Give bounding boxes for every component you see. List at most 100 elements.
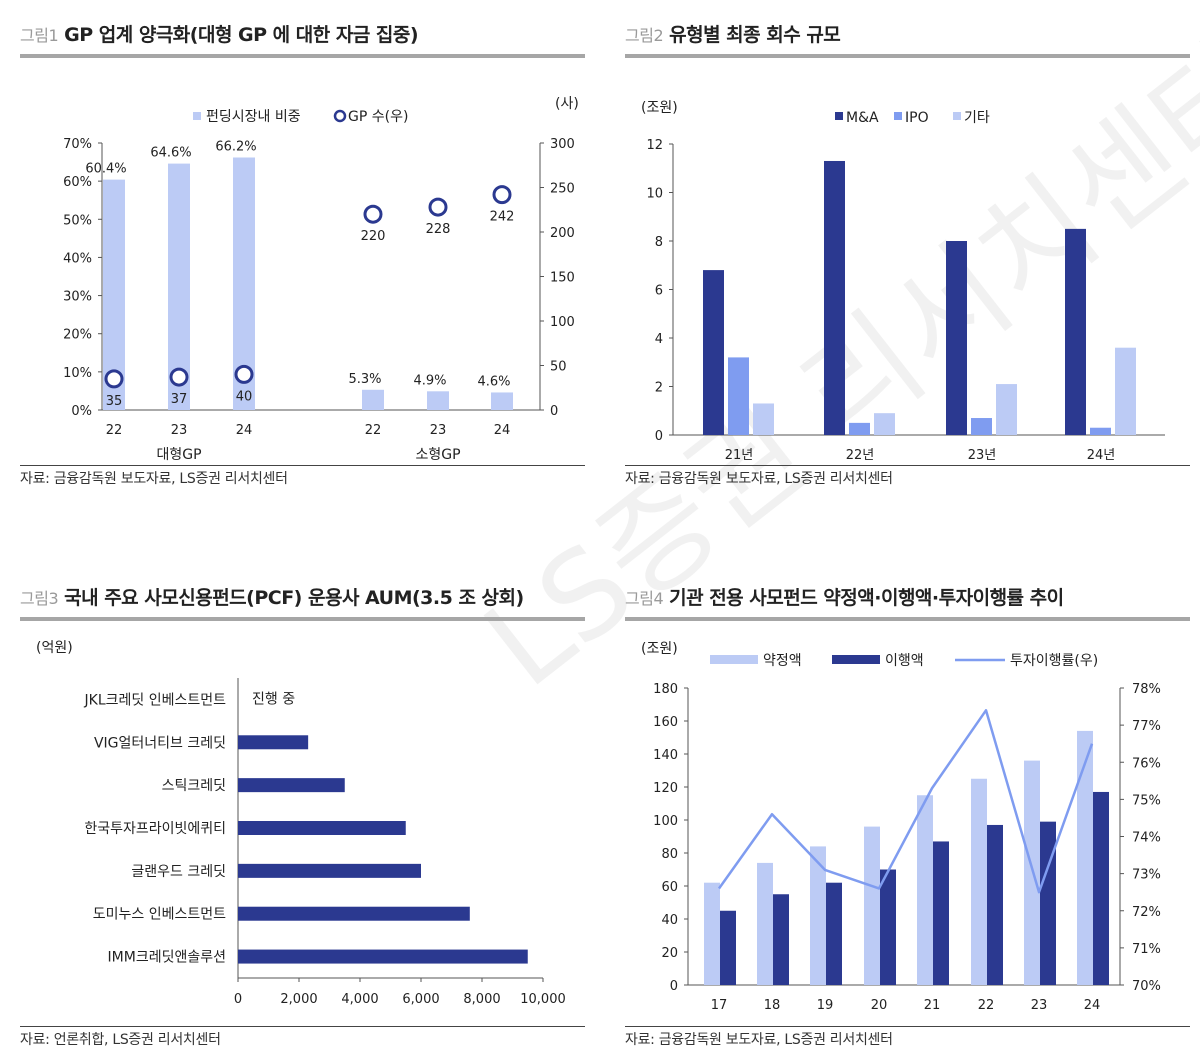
fig4-bar-commit — [917, 795, 933, 985]
fig2-bar-IPO — [971, 418, 992, 435]
fig3-bar — [238, 863, 421, 878]
fig1-bar-label: 5.3% — [348, 372, 381, 387]
fig4-x-tick-label: 17 — [711, 998, 728, 1013]
fig1-gp-label: 40 — [236, 389, 253, 404]
fig1-title-row: 그림1 GP 업계 양극화(대형 GP 에 대한 자금 집중) — [20, 20, 419, 47]
fig4-x-tick-label: 20 — [871, 998, 888, 1013]
fig4-legend-swatch-commit — [710, 655, 758, 664]
fig1-bar-label: 4.6% — [477, 374, 510, 389]
fig1-label: 그림1 — [20, 26, 59, 45]
fig3-x-tick-label: 6,000 — [402, 992, 439, 1007]
fig4-bar-exec — [773, 894, 789, 985]
fig1-right-tick-label: 150 — [550, 271, 575, 286]
fig1-left-tick-label: 70% — [63, 137, 92, 152]
fig2-source-rule — [625, 465, 1190, 466]
fig4-legend-label: 투자이행률(우) — [1010, 653, 1098, 669]
fig1-gp-label: 35 — [106, 394, 123, 409]
fig4-right-tick-label: 78% — [1132, 682, 1161, 697]
fig2-bar-IPO — [728, 357, 749, 435]
fig4-left-tick-label: 80 — [661, 847, 678, 862]
fig2-y-tick-label: 4 — [655, 332, 663, 347]
fig2-legend-swatch — [894, 112, 902, 120]
fig4-left-tick-label: 100 — [653, 814, 678, 829]
fig1-left-tick-label: 60% — [63, 175, 92, 190]
fig2-bar-M&A — [703, 270, 724, 435]
fig4-bar-exec — [933, 841, 949, 985]
figure-2: 그림2 유형별 최종 회수 규모 (조원) M&A IPO 기타 0 2 4 6 8 10 12 21년… — [625, 20, 1190, 500]
fig4-legend-label: 이행액 — [885, 653, 924, 669]
fig4-rate-line — [717, 709, 1094, 894]
fig1-gp-label: 37 — [171, 392, 188, 407]
fig4-bar-commit — [810, 846, 826, 985]
fig2-legend-label: 기타 — [964, 110, 990, 126]
fig1-legend-gp-swatch — [333, 109, 347, 123]
fig3-x-tick-label: 8,000 — [463, 992, 500, 1007]
fig2-y-tick-label: 2 — [655, 381, 663, 396]
figure-1: 그림1 GP 업계 양극화(대형 GP 에 대한 자금 집중) 펀딩시장내 비중 G… — [20, 20, 585, 500]
fig4-source-rule — [625, 1026, 1190, 1027]
fig2-legend-swatch — [953, 112, 961, 120]
fig4-bar-commit — [971, 778, 987, 985]
fig1-bar-label: 4.9% — [413, 373, 446, 388]
fig4-bar-exec — [1093, 791, 1109, 985]
figure-3: 그림3 국내 주요 사모신용펀드(PCF) 운용사 AUM(3.5 조 상회) (… — [20, 583, 585, 1053]
fig1-right-tick-label: 0 — [550, 404, 558, 419]
fig2-bar-IPO — [849, 422, 870, 435]
fig1-left-tick-label: 40% — [63, 251, 92, 266]
fig3-unit: (억원) — [36, 640, 73, 656]
figure-4: 그림4 기관 전용 사모펀드 약정액·이행액·투자이행률 추이 (조원) 약정액 이행… — [625, 583, 1190, 1053]
fig1-legend-bar-swatch — [193, 112, 201, 120]
fig2-unit: (조원) — [641, 100, 678, 116]
fig2-bar-M&A — [1065, 228, 1086, 435]
fig1-bar — [168, 163, 190, 410]
fig4-bar-commit — [757, 862, 773, 985]
fig4-bar-exec — [987, 824, 1003, 985]
fig2-bar-M&A — [824, 160, 845, 435]
fig3-source: 자료: 언론취합, LS증권 리서치센터 — [20, 1032, 221, 1048]
fig3-x-tick-label: 10,000 — [520, 992, 566, 1007]
fig4-x-tick-label: 21 — [924, 998, 941, 1013]
fig2-y-tick-label: 0 — [655, 429, 663, 444]
fig2-x-tick-label: 21년 — [725, 448, 754, 463]
fig1-group-label: 대형GP — [156, 447, 201, 463]
fig4-x-tick-label: 18 — [764, 998, 781, 1013]
fig1-gp-label: 220 — [361, 229, 386, 244]
fig2-bar-IPO — [1090, 427, 1111, 435]
fig4-chart: (조원) 약정액 이행액 투자이행률(우) 0 20 40 60 80 100 120 140 160 1… — [641, 641, 1161, 1013]
fig1-gp-point — [492, 185, 512, 205]
fig4-x-tick-label: 19 — [817, 998, 834, 1013]
fig2-legend-label: M&A — [846, 110, 879, 126]
fig4-right-tick-label: 77% — [1132, 719, 1161, 734]
fig1-legend-bar-label: 펀딩시장내 비중 — [206, 109, 301, 125]
fig2-bar-기타 — [1115, 347, 1136, 435]
fig4-left-tick-label: 60 — [661, 880, 678, 895]
fig3-bar — [238, 778, 345, 793]
fig1-title-rule — [20, 54, 585, 58]
fig1-right-tick-label: 250 — [550, 182, 575, 197]
fig3-category-label: VIG얼터너티브 크레딧 — [94, 735, 226, 751]
fig1-gp-point — [169, 367, 189, 387]
fig1-source-rule — [20, 465, 585, 466]
fig1-bar-label: 60.4% — [85, 162, 126, 177]
fig1-title: GP 업계 양극화(대형 GP 에 대한 자금 집중) — [64, 24, 419, 46]
fig1-right-unit: (사) — [555, 96, 579, 112]
fig1-source: 자료: 금융감독원 보도자료, LS증권 리서치센터 — [20, 471, 288, 487]
fig3-label: 그림3 — [20, 589, 59, 608]
fig3-category-label: 글랜우드 크레딧 — [131, 864, 226, 880]
fig4-right-tick-label: 76% — [1132, 756, 1161, 771]
fig4-left-tick-label: 160 — [653, 715, 678, 730]
fig2-chart: (조원) M&A IPO 기타 0 2 4 6 8 10 12 21년 22년 23년 24년 — [641, 100, 1165, 463]
fig2-x-tick-label: 23년 — [968, 448, 997, 463]
fig4-title: 기관 전용 사모펀드 약정액·이행액·투자이행률 추이 — [669, 587, 1064, 609]
fig1-x-tick-label: 22 — [106, 423, 123, 438]
fig4-legend-swatch-exec — [832, 655, 880, 664]
fig2-legend-swatch — [835, 112, 843, 120]
fig1-gp-point — [363, 204, 383, 224]
fig1-x-tick-label: 24 — [494, 423, 511, 438]
fig4-x-tick-label: 22 — [978, 998, 995, 1013]
fig3-bar — [238, 735, 309, 750]
fig1-left-tick-label: 30% — [63, 290, 92, 305]
fig3-category-label: IMM크레딧앤솔루션 — [108, 950, 226, 966]
fig1-legend-gp-label: GP 수(우) — [348, 109, 408, 125]
fig2-x-tick-label: 22년 — [846, 448, 875, 463]
